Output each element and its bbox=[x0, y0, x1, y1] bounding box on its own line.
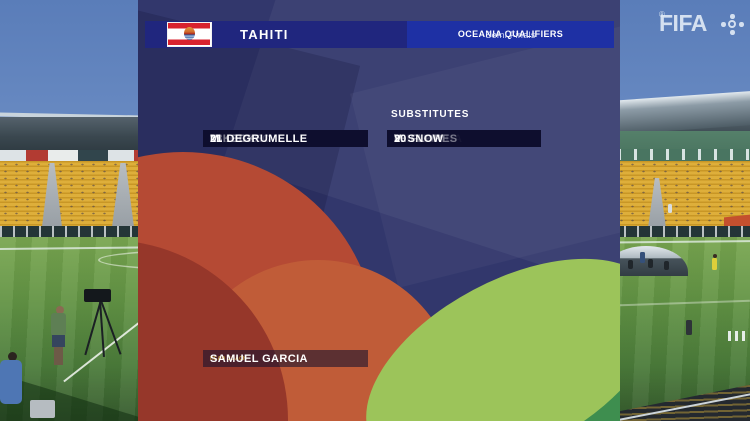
player-name: M. DEGRUMELLE bbox=[210, 132, 308, 145]
person bbox=[668, 204, 672, 213]
ad-boards-upper bbox=[0, 150, 140, 161]
camera-operator-head bbox=[56, 306, 64, 314]
equipment-case bbox=[30, 400, 55, 418]
registered-mark: ® bbox=[659, 10, 665, 19]
camera-operator-legs bbox=[54, 347, 63, 365]
tahiti-flag-icon bbox=[167, 22, 212, 47]
player-number: 21 bbox=[210, 132, 223, 145]
player-row: 21 M. DEGRUMELLE bbox=[203, 130, 368, 147]
seated-person bbox=[0, 360, 22, 404]
player-name: V. SNOW bbox=[394, 132, 444, 145]
fifa-watermark: FIFA ® bbox=[659, 10, 749, 42]
person bbox=[686, 320, 692, 335]
competition-name: OCEANIA QUALIFIERS bbox=[457, 29, 564, 39]
header-bar: OCEANIA QUALIFIERS Semi Finals TAHITI bbox=[145, 21, 614, 48]
competition-badge: OCEANIA QUALIFIERS Semi Finals bbox=[407, 21, 614, 48]
person bbox=[628, 260, 633, 269]
steward-head bbox=[713, 254, 717, 258]
steward-person bbox=[712, 258, 717, 270]
sideline-chairs bbox=[728, 331, 748, 341]
ad-boards-right bbox=[618, 149, 750, 160]
substitutes-title: SUBSTITUTES bbox=[391, 109, 470, 120]
team-name: TAHITI bbox=[240, 27, 289, 42]
camera-operator bbox=[51, 313, 66, 336]
lineup-graphic-panel: OCEANIA QUALIFIERS Semi Finals TAHITI SU… bbox=[138, 0, 620, 421]
tv-camera bbox=[84, 289, 111, 302]
head-coach-name: SAMUEL GARCIA bbox=[210, 352, 308, 365]
camera-operator-shorts bbox=[52, 335, 65, 347]
fifa-logo-text: FIFA bbox=[659, 10, 707, 36]
competition-stage: Semi Finals bbox=[485, 29, 536, 40]
person bbox=[648, 259, 653, 268]
fifa-plus-icon bbox=[721, 14, 745, 35]
player-row: 20 V. SNOW bbox=[387, 130, 541, 147]
seated-person-head bbox=[8, 352, 17, 361]
head-coach-label: HEAD COACH bbox=[210, 355, 247, 362]
person bbox=[640, 252, 645, 263]
person bbox=[664, 261, 669, 270]
player-number: 20 bbox=[394, 132, 407, 145]
head-coach-row: HEAD COACH SAMUEL GARCIA bbox=[203, 350, 368, 367]
